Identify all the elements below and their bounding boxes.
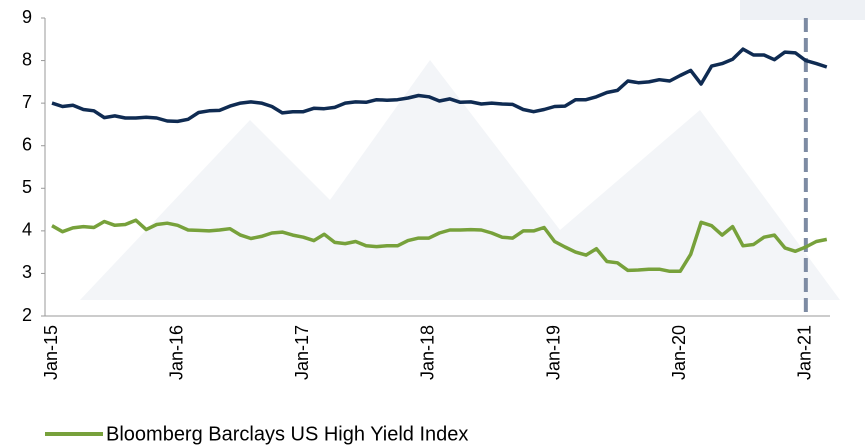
- y-tick-label: 9: [22, 7, 32, 27]
- x-tick-label: Jan-18: [418, 325, 438, 380]
- y-tick-label: 7: [22, 92, 32, 112]
- y-tick-label: 5: [22, 177, 32, 197]
- x-tick-label: Jan-17: [292, 325, 312, 380]
- y-tick-label: 6: [22, 134, 32, 154]
- x-tick-label: Jan-21: [795, 325, 815, 380]
- y-tick-label: 3: [22, 262, 32, 282]
- corner-panel: [740, 0, 865, 20]
- y-tick-label: 4: [22, 220, 32, 240]
- chart: 2 3 4 5 6 7 8 9 Jan-15 Jan-16 Jan-17 Jan-18 Jan-19 Ja…: [0, 0, 865, 448]
- x-tick-label: Jan-15: [41, 325, 61, 380]
- x-tick-label: Jan-19: [543, 325, 563, 380]
- y-tick-label: 2: [22, 305, 32, 325]
- x-tick-label: Jan-20: [669, 325, 689, 380]
- watermark: [80, 60, 840, 300]
- legend-label: Bloomberg Barclays US High Yield Index: [106, 423, 468, 445]
- y-tick-label: 8: [22, 49, 32, 69]
- x-tick-label: Jan-16: [166, 325, 186, 380]
